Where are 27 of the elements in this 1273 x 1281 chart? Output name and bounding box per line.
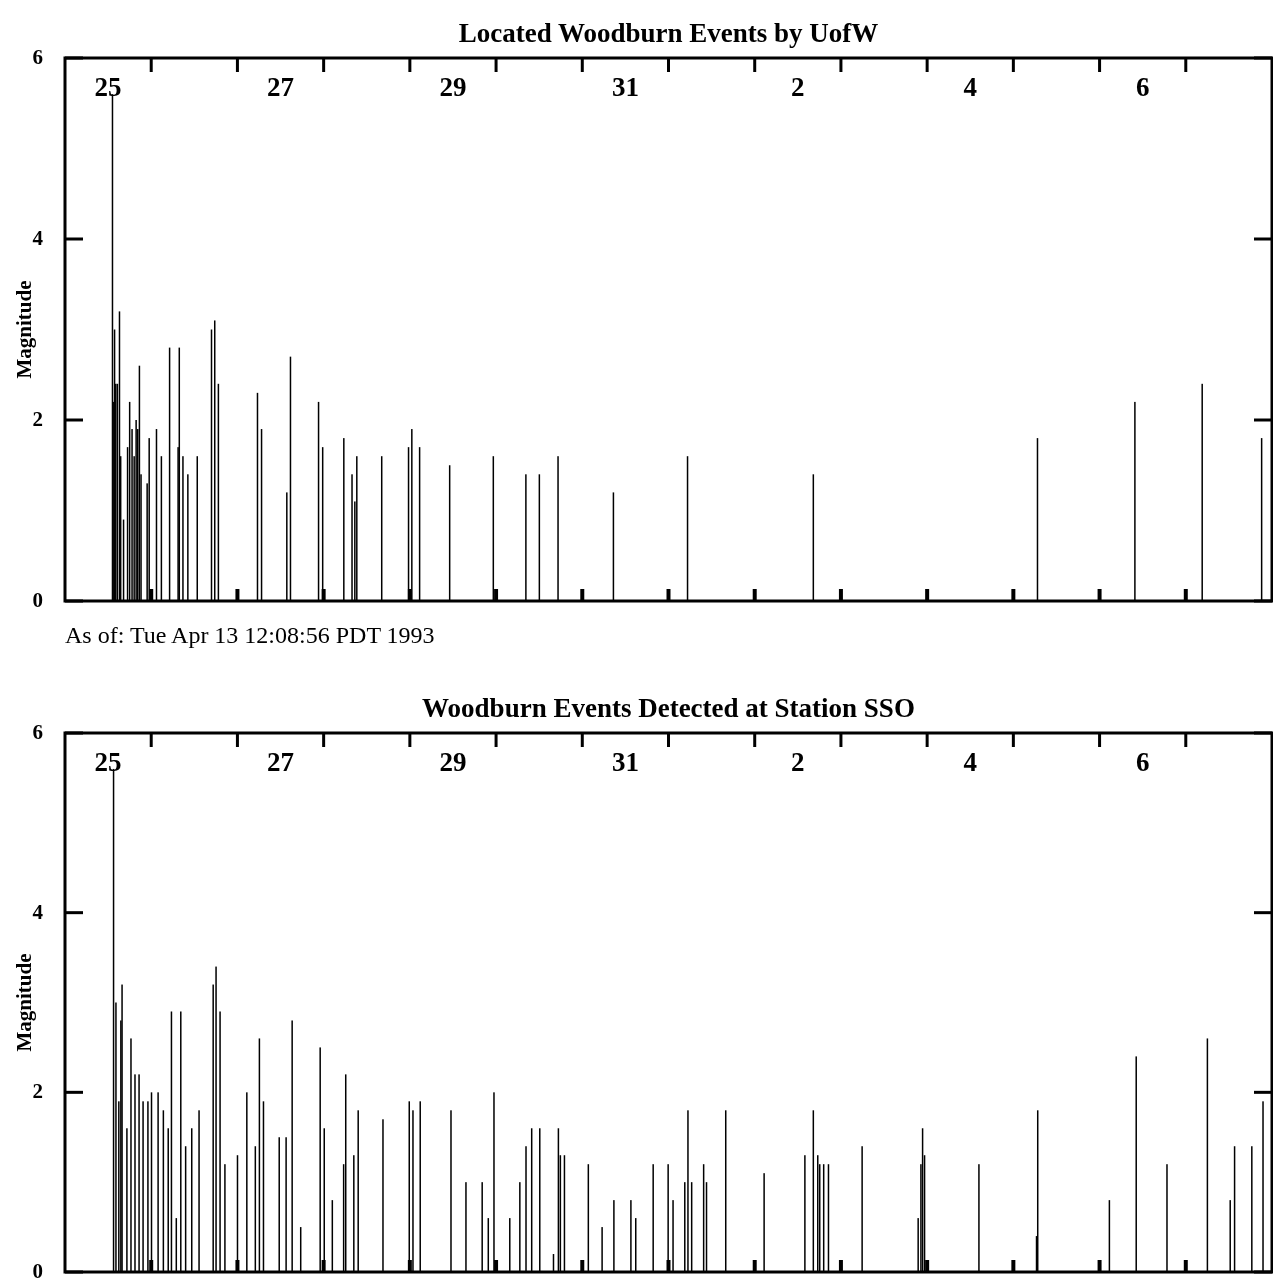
- y-tick-label: 6: [32, 720, 43, 744]
- x-tick-label: 4: [963, 72, 977, 102]
- chart-title: Woodburn Events Detected at Station SSO: [422, 693, 915, 723]
- y-axis-title: Magnitude: [12, 953, 36, 1052]
- y-axis-title: Magnitude: [12, 280, 36, 379]
- x-tick-label: 27: [267, 72, 295, 102]
- x-tick-label: 25: [94, 72, 122, 102]
- y-tick-label: 0: [32, 1259, 43, 1281]
- x-tick-label: 6: [1135, 72, 1150, 102]
- x-tick-label: 31: [611, 72, 639, 102]
- y-tick-label: 0: [32, 588, 43, 612]
- x-tick-label: 2: [791, 72, 805, 102]
- x-tick-label: 4: [963, 747, 977, 777]
- y-tick-label: 6: [32, 45, 43, 69]
- x-tick-label: 29: [439, 747, 467, 777]
- y-tick-label: 4: [32, 226, 44, 250]
- y-tick-label: 2: [32, 1079, 43, 1104]
- x-tick-label: 29: [439, 72, 467, 102]
- chart-title: Located Woodburn Events by UofW: [458, 18, 879, 48]
- x-tick-label: 2: [791, 747, 805, 777]
- y-tick-label: 2: [32, 407, 43, 431]
- x-tick-label: 27: [267, 747, 295, 777]
- y-tick-label: 4: [32, 899, 44, 924]
- x-tick-label: 6: [1135, 747, 1150, 777]
- x-tick-label: 25: [94, 747, 122, 777]
- x-tick-label: 31: [611, 747, 639, 777]
- text: As of: Tue Apr 13 12:08:56 PDT 1993: [65, 622, 435, 648]
